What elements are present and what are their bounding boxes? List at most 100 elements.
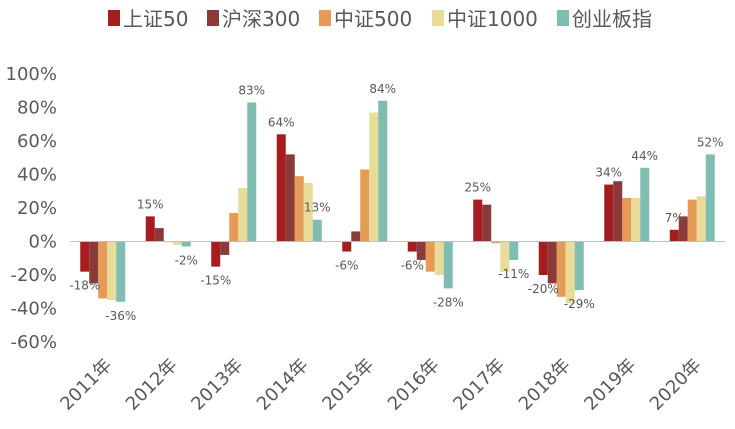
y-axis: -60% -40% -20% 0% 20% 40% 60% 80% 100%	[6, 64, 57, 353]
data-label: 34%	[595, 166, 622, 180]
bar	[622, 197, 632, 242]
bar	[613, 181, 623, 242]
bar	[247, 102, 257, 242]
x-tick-label: 2013年	[187, 355, 247, 415]
y-tick-label: 100%	[6, 64, 57, 85]
bar	[220, 241, 230, 255]
legend-swatch	[108, 10, 120, 26]
bar	[500, 241, 510, 272]
data-label: 52%	[697, 135, 724, 149]
legend-label: 沪深300	[222, 7, 300, 31]
bar	[482, 204, 492, 242]
x-axis: 2011年 2012年 2013年 2014年 2015年 2016年 2017年 2018年…	[56, 355, 705, 415]
bar	[285, 154, 295, 242]
bar	[678, 216, 688, 242]
bar	[89, 241, 99, 284]
bar	[443, 241, 453, 289]
legend-swatch	[319, 10, 331, 26]
legend-label: 中证1000	[447, 7, 538, 31]
data-label: 25%	[464, 181, 491, 195]
data-label: -18%	[69, 279, 100, 293]
data-label: 7%	[665, 211, 684, 225]
bar	[509, 241, 519, 260]
x-tick-label: 2020年	[646, 355, 706, 415]
bar	[98, 241, 108, 299]
y-tick-label: 20%	[17, 198, 57, 219]
data-label: -29%	[564, 297, 595, 311]
bar	[687, 199, 697, 242]
bar	[407, 241, 417, 252]
bar	[491, 241, 501, 244]
bar	[238, 187, 248, 242]
bar	[116, 241, 126, 302]
bar	[434, 241, 444, 275]
legend-label: 中证500	[334, 7, 412, 31]
data-label: 83%	[238, 83, 265, 97]
y-tick-label: 0%	[28, 232, 57, 253]
bar	[145, 216, 155, 242]
bar	[369, 112, 379, 242]
y-tick-label: -60%	[10, 332, 57, 353]
bar	[631, 197, 641, 242]
bar	[303, 182, 313, 242]
y-tick-label: -40%	[10, 299, 57, 320]
bar	[107, 241, 117, 301]
data-label: 15%	[137, 197, 164, 211]
x-tick-label: 2018年	[515, 355, 575, 415]
data-label: -15%	[200, 274, 231, 288]
legend-label: 创业板指	[572, 7, 652, 31]
bar	[351, 231, 361, 242]
bar	[294, 176, 304, 242]
x-tick-label: 2016年	[384, 355, 444, 415]
data-label: -2%	[175, 254, 198, 268]
x-tick-label: 2017年	[449, 355, 509, 415]
legend-swatch	[557, 10, 569, 26]
bar	[181, 241, 191, 247]
data-label: 84%	[369, 82, 396, 96]
bar	[538, 241, 548, 275]
bar	[80, 241, 90, 272]
bar	[342, 241, 352, 252]
bar	[473, 199, 483, 242]
bar	[556, 241, 566, 297]
bar	[669, 229, 679, 242]
data-label: 13%	[304, 201, 331, 215]
y-tick-label: 40%	[17, 165, 57, 186]
bar	[547, 241, 557, 284]
y-tick-label: 80%	[17, 98, 57, 119]
bars	[80, 100, 715, 304]
bar	[416, 241, 426, 260]
x-tick-label: 2012年	[122, 355, 182, 415]
data-label: 64%	[268, 115, 295, 129]
data-label: -36%	[105, 309, 136, 323]
bar	[172, 241, 182, 245]
bar	[378, 100, 388, 242]
data-label: 44%	[631, 149, 658, 163]
legend-label: 上证50	[123, 7, 188, 31]
data-label: -28%	[433, 295, 464, 309]
legend-swatch	[432, 10, 444, 26]
bar	[425, 241, 435, 272]
data-labels: -18% -36% 15% -2%-15% 83% 64% 13% -6% 84% -6% -28%…	[69, 82, 723, 323]
data-label: -6%	[335, 259, 358, 273]
data-label: -11%	[498, 267, 529, 281]
bar	[574, 241, 584, 291]
data-label: -20%	[528, 282, 559, 296]
bar	[312, 219, 322, 242]
bar	[211, 241, 221, 267]
x-tick-label: 2011年	[56, 355, 116, 415]
x-tick-label: 2019年	[580, 355, 640, 415]
bar	[154, 228, 164, 242]
legend-swatch	[207, 10, 219, 26]
data-label: -6%	[401, 259, 424, 273]
bar	[276, 134, 286, 242]
bar	[229, 213, 239, 242]
y-tick-label: 60%	[17, 131, 57, 152]
bar	[565, 241, 575, 304]
bar	[705, 154, 715, 242]
y-tick-label: -20%	[10, 265, 57, 286]
legend: 上证50 沪深300 中证500 中证1000 创业板指	[108, 7, 652, 31]
x-tick-label: 2014年	[253, 355, 313, 415]
bar	[640, 167, 650, 242]
